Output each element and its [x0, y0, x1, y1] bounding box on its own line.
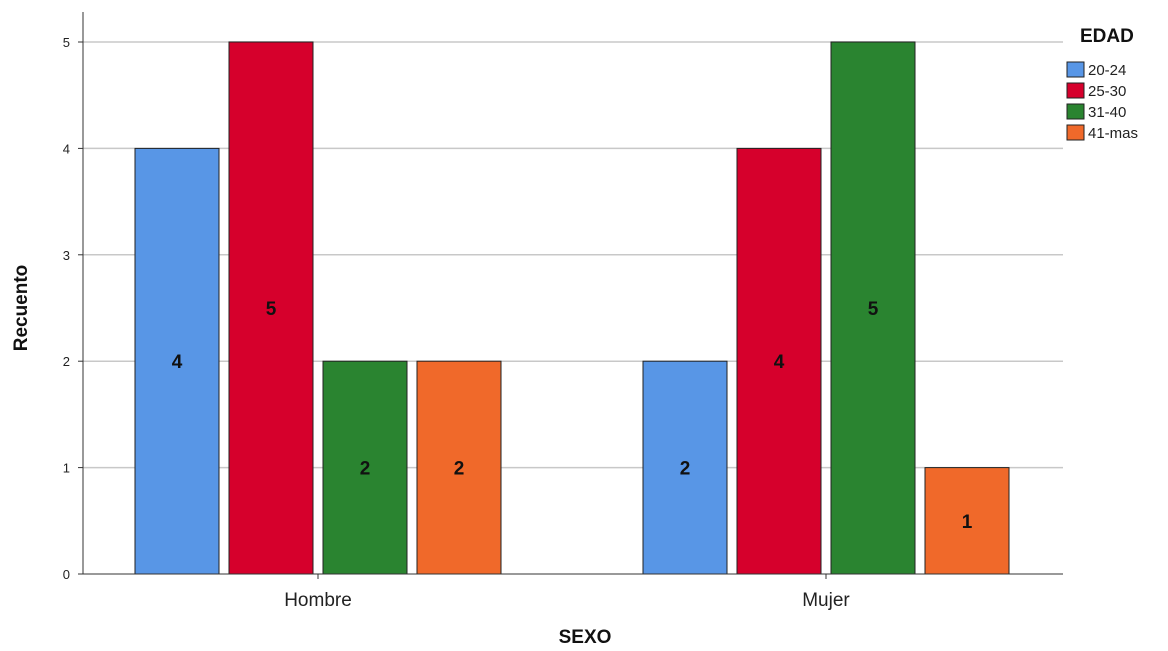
bar-value-label: 5 — [266, 299, 277, 320]
y-tick-label: 4 — [63, 141, 70, 156]
bar-value-label: 2 — [360, 459, 371, 480]
y-tick-label: 3 — [63, 248, 70, 263]
legend-swatch — [1066, 61, 1085, 78]
bar-hombre-41-mas — [416, 360, 502, 575]
y-tick-label: 2 — [63, 354, 70, 369]
legend: EDAD 20-24 25-30 31-40 41-mas — [1066, 26, 1138, 142]
legend-swatch — [1066, 82, 1085, 99]
legend-title: EDAD — [1080, 26, 1134, 47]
legend-label: 41-mas — [1088, 125, 1138, 142]
bar-mujer-41-mas — [924, 467, 1010, 575]
data-labels: 0 1 2 3 4 5 4 5 2 2 Hombre 2 4 5 1 Mujer — [63, 35, 973, 611]
bar-mujer-25-30 — [736, 147, 822, 575]
legend-label: 31-40 — [1088, 104, 1126, 121]
axes — [82, 12, 1063, 575]
legend-label: 25-30 — [1088, 83, 1126, 100]
bar-value-label: 5 — [868, 299, 879, 320]
bar-value-label: 4 — [774, 352, 785, 373]
legend-label: 20-24 — [1088, 62, 1126, 79]
bar-value-label: 2 — [454, 459, 465, 480]
bar-mujer-31-40 — [830, 41, 916, 575]
legend-swatch — [1066, 103, 1085, 120]
bar-hombre-31-40 — [322, 360, 408, 575]
x-axis-title: SEXO — [559, 627, 612, 648]
bar-value-label: 2 — [680, 459, 691, 480]
bar-hombre-20-24 — [134, 147, 220, 575]
y-tick-label: 1 — [63, 461, 70, 476]
y-axis-title: Recuento — [11, 265, 32, 352]
bar-hombre-25-30 — [228, 41, 314, 575]
bars — [134, 41, 1010, 575]
y-tick-label: 0 — [63, 567, 70, 582]
x-tick-label: Mujer — [802, 590, 850, 611]
x-tick-label: Hombre — [284, 590, 352, 611]
legend-swatch — [1066, 124, 1085, 141]
bar-mujer-20-24 — [642, 360, 728, 575]
y-tick-label: 5 — [63, 35, 70, 50]
bar-value-label: 4 — [172, 352, 183, 373]
bar-value-label: 1 — [962, 512, 973, 533]
